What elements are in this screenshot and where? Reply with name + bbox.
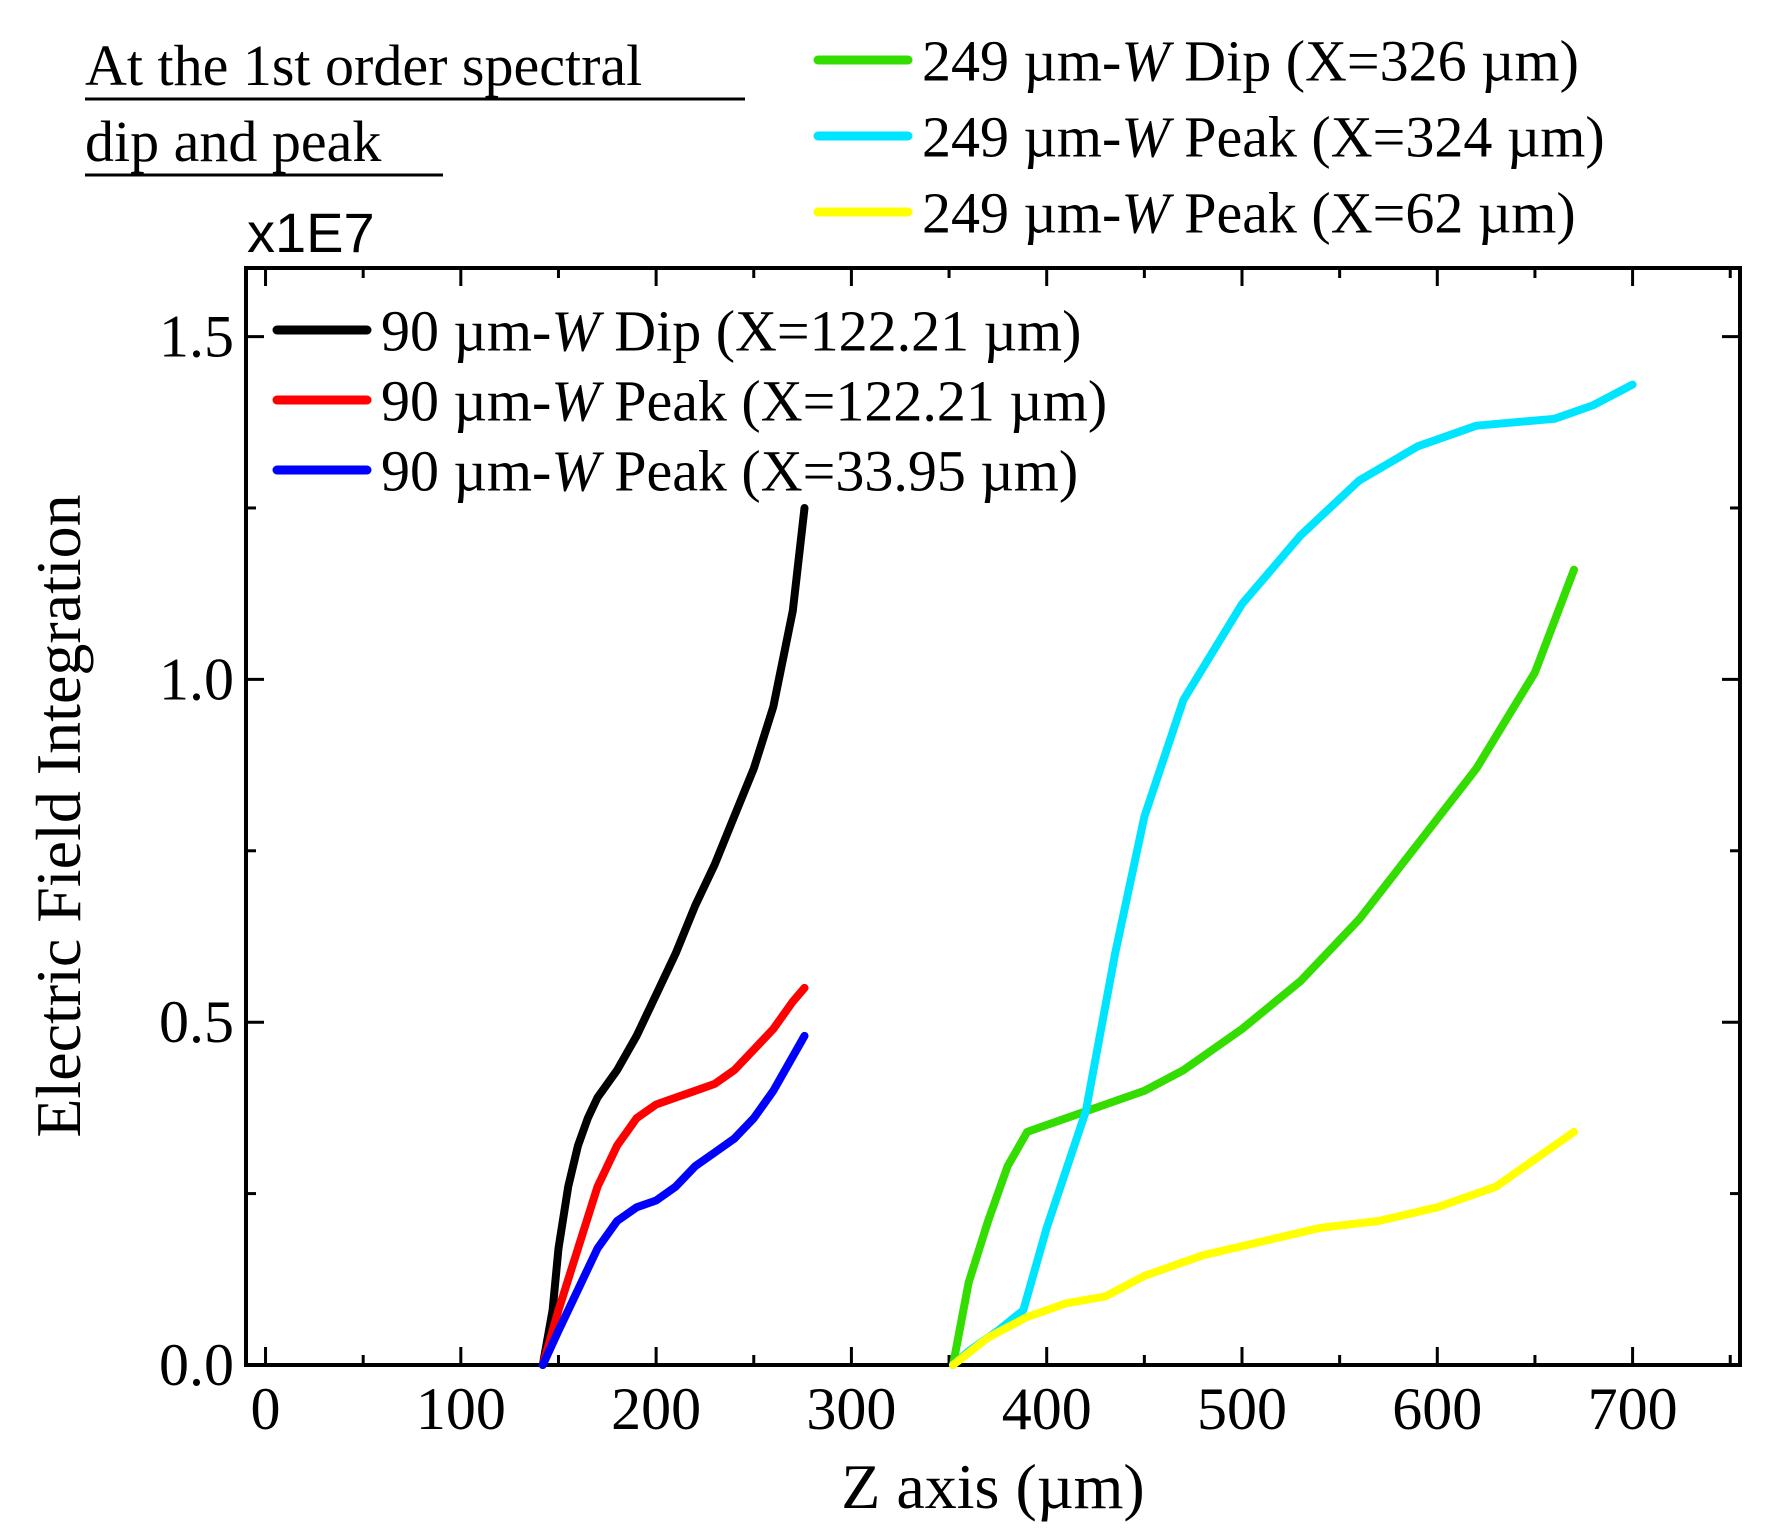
tick-labels: 0 100 200 300 400 500 600 700 0.0 0.5 1.0 1.5 (159, 304, 1678, 1442)
y-axis-label: Electric Field Integration (23, 494, 94, 1137)
x-tick-label: 0 (251, 1376, 281, 1442)
legend-inner-label-3: 90 µm-W Peak (X=33.95 µm) (381, 438, 1078, 503)
series-line-4 (949, 565, 1578, 1369)
x-tick-label: 400 (1002, 1376, 1092, 1442)
x-tick-label: 200 (611, 1376, 701, 1442)
legend-inner-label-1: 90 µm-W Dip (X=122.21 µm) (381, 298, 1081, 363)
annotation-line-1: At the 1st order spectral (85, 33, 642, 98)
y-tick-label: 0.5 (159, 989, 234, 1055)
series-line-2 (538, 983, 809, 1369)
y-tick-label: 1.0 (159, 646, 234, 712)
legend-outer-label-3: 249 µm-W Peak (X=62 µm) (922, 180, 1576, 245)
legend-outer-label-1: 249 µm-W Dip (X=326 µm) (922, 28, 1579, 93)
legend-outer: 249 µm-W Dip (X=326 µm) 249 µm-W Peak (X=… (813, 28, 1605, 245)
series-line-3 (538, 1031, 809, 1369)
x-tick-label: 700 (1588, 1376, 1678, 1442)
legend-inner: 90 µm-W Dip (X=122.21 µm)90 µm-W Peak (X… (272, 298, 1107, 503)
plot-frame (244, 266, 1742, 1367)
x-axis-label: Z axis (µm) (841, 1451, 1144, 1522)
legend-inner-label-2: 90 µm-W Peak (X=122.21 µm) (381, 368, 1107, 433)
series-line-5 (949, 380, 1637, 1369)
series-line-1 (538, 504, 809, 1369)
legend-outer-label-2: 249 µm-W Peak (X=324 µm) (922, 104, 1605, 169)
plot-lines (538, 380, 1637, 1369)
x-tick-label: 300 (806, 1376, 896, 1442)
series-line-6 (949, 1127, 1578, 1369)
axis-ticks (246, 268, 1740, 1367)
x-tick-label: 500 (1197, 1376, 1287, 1442)
y-tick-label: 1.5 (159, 304, 234, 370)
y-tick-label: 0.0 (159, 1332, 234, 1398)
x-tick-label: 100 (416, 1376, 506, 1442)
x-tick-label: 600 (1392, 1376, 1482, 1442)
annotation-line-2: dip and peak (85, 109, 381, 174)
multiplier-label: x1E7 (247, 201, 375, 264)
annotation: At the 1st order spectral dip and peak (85, 33, 745, 177)
